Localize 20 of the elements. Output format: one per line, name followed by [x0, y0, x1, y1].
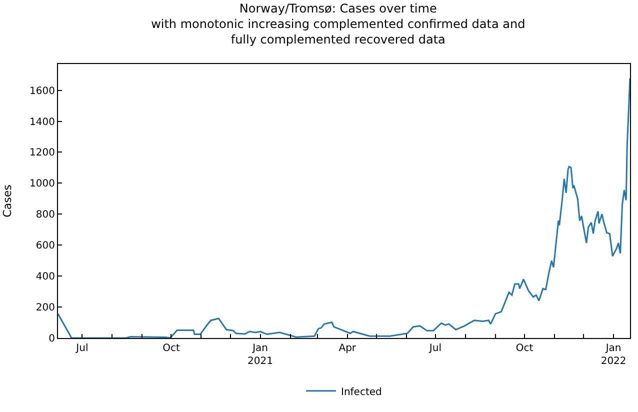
y-tick-label: 200: [36, 302, 55, 314]
line-series: [58, 77, 630, 338]
x-tick-label: Apr: [338, 343, 357, 354]
y-tick-label: 400: [36, 272, 55, 283]
y-tick-label: 1000: [30, 178, 55, 190]
y-tick-label: 1200: [30, 148, 55, 159]
x-tick-label: Oct: [516, 343, 534, 354]
x-tick-label: Jul: [428, 343, 442, 354]
legend-label: Infected: [341, 386, 382, 398]
x-tick-label: Jul: [75, 343, 88, 354]
y-tick-label: 600: [36, 240, 55, 252]
x-tick-label: Jan 2022: [600, 343, 626, 367]
y-tick-label: 1600: [30, 86, 55, 97]
x-tick-label: Jan 2021: [248, 343, 274, 367]
y-tick-label: 1400: [30, 116, 55, 128]
y-tick-label: 800: [36, 210, 55, 221]
y-axis-title: Cases: [1, 184, 14, 218]
chart-title: Norway/Tromsø: Cases over time with monotonic increasing complemented confirmed data and fully complemented recovered data: [151, 1, 526, 47]
y-tick-label: 0: [48, 334, 55, 344]
x-tick-label: Oct: [162, 343, 180, 354]
